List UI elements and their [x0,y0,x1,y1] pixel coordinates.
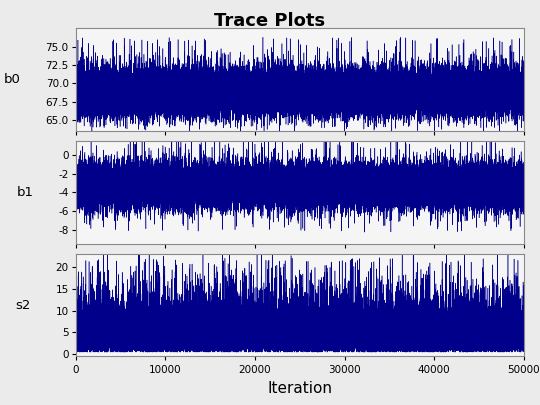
Text: Trace Plots: Trace Plots [214,12,326,30]
Y-axis label: s2: s2 [15,298,30,311]
X-axis label: Iteration: Iteration [267,381,332,396]
Y-axis label: b1: b1 [16,186,33,199]
Y-axis label: b0: b0 [4,73,21,86]
